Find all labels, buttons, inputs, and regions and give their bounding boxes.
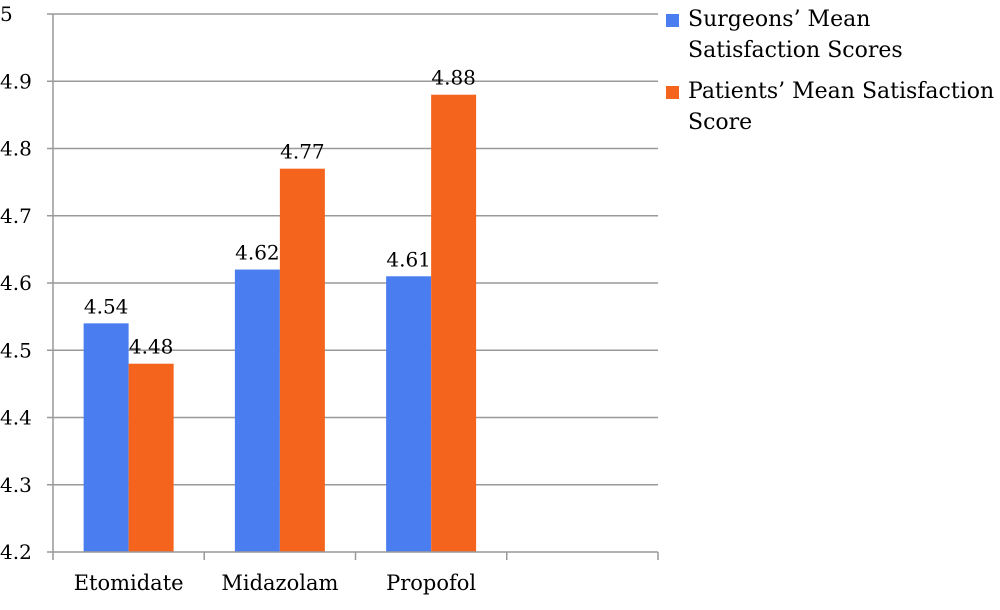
legend-swatch-patients	[666, 86, 679, 99]
bar-etomidate-series-1	[128, 363, 174, 552]
y-tick-label: 4.3	[0, 473, 32, 497]
legend-label-patients: Patients’ Mean Satisfaction Score	[688, 79, 995, 135]
data-label: 4.61	[386, 247, 431, 271]
axes	[47, 13, 659, 560]
y-tick-label: 4.8	[0, 137, 32, 161]
bar-midazolam-series-1	[279, 168, 325, 553]
y-tick-label: 4.7	[0, 204, 32, 228]
category-label-midazolam: Midazolam	[221, 571, 338, 595]
category-label-etomidate: Etomidate	[74, 571, 184, 595]
legend: Surgeons’ Mean Satisfaction Scores Patie…	[666, 4, 996, 148]
data-label: 4.88	[431, 66, 476, 90]
data-label: 4.77	[280, 140, 325, 164]
legend-label-surgeons: Surgeons’ Mean Satisfaction Scores	[688, 7, 903, 63]
data-label: 4.48	[129, 335, 174, 359]
y-tick-label: 4.9	[0, 69, 32, 93]
bar-etomidate-series-0	[83, 323, 129, 552]
y-tick-label: 4.2	[0, 540, 32, 564]
legend-swatch-surgeons	[666, 14, 679, 27]
data-label: 4.62	[235, 241, 280, 265]
y-tick-label: 5	[0, 2, 13, 26]
bars	[83, 94, 477, 553]
legend-item-surgeons: Surgeons’ Mean Satisfaction Scores	[666, 4, 996, 66]
bar-midazolam-series-0	[234, 269, 280, 552]
bar-propofol-series-0	[386, 276, 432, 552]
y-tick-label: 4.4	[0, 406, 32, 430]
bar-propofol-series-1	[431, 94, 477, 552]
data-label: 4.54	[84, 294, 129, 318]
y-tick-label: 4.5	[0, 338, 32, 362]
labels: 4.2 4.3 4.4 4.5 4.6 4.7 4.8 4.9 5 4.544.48 Etomida…	[0, 2, 476, 595]
legend-item-patients: Patients’ Mean Satisfaction Score	[666, 76, 996, 138]
category-label-propofol: Propofol	[386, 571, 476, 595]
y-tick-label: 4.6	[0, 271, 32, 295]
